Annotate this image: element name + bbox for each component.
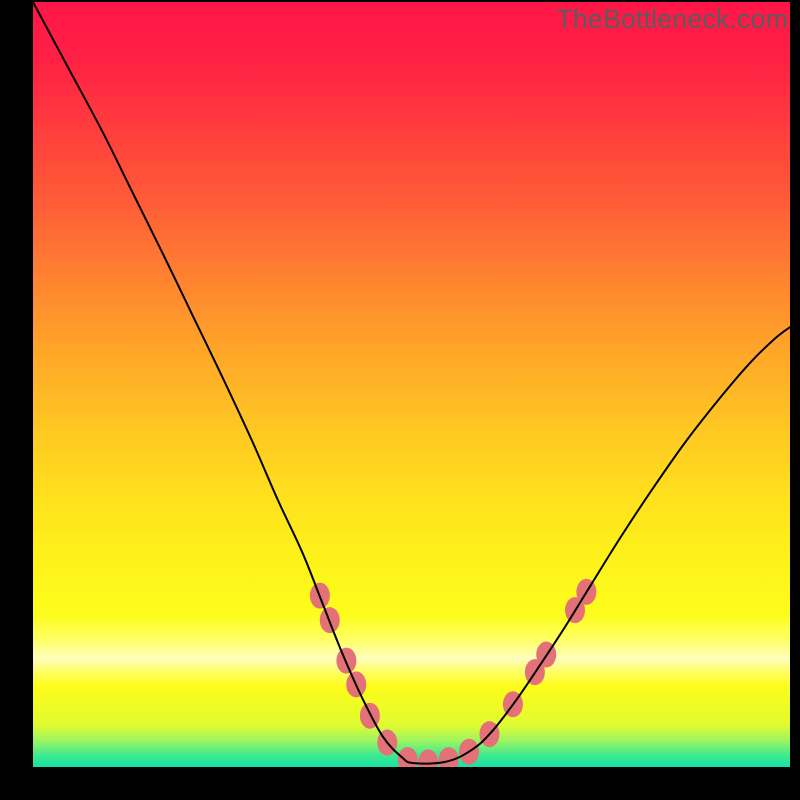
- plot-area: [33, 2, 790, 767]
- watermark-text: TheBottleneck.com: [556, 4, 788, 35]
- chart-frame: TheBottleneck.com: [0, 0, 800, 800]
- bottleneck-curve: [33, 2, 790, 764]
- curve-marker: [439, 747, 459, 767]
- chart-overlay: [33, 2, 790, 767]
- marker-group: [310, 579, 596, 767]
